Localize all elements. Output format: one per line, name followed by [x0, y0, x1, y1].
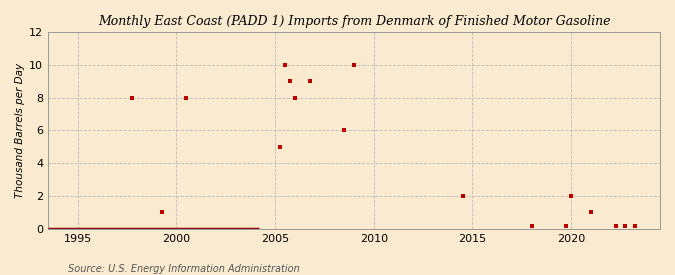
Point	[156, 210, 167, 214]
Point	[339, 128, 350, 133]
Point	[561, 224, 572, 228]
Point	[181, 95, 192, 100]
Title: Monthly East Coast (PADD 1) Imports from Denmark of Finished Motor Gasoline: Monthly East Coast (PADD 1) Imports from…	[98, 15, 610, 28]
Point	[127, 95, 138, 100]
Y-axis label: Thousand Barrels per Day: Thousand Barrels per Day	[15, 63, 25, 198]
Point	[279, 62, 290, 67]
Point	[290, 95, 300, 100]
Point	[285, 79, 296, 83]
Point	[304, 79, 315, 83]
Text: Source: U.S. Energy Information Administration: Source: U.S. Energy Information Administ…	[68, 264, 299, 274]
Point	[566, 194, 576, 198]
Point	[585, 210, 596, 214]
Point	[349, 62, 360, 67]
Point	[457, 194, 468, 198]
Point	[610, 224, 621, 228]
Point	[275, 144, 286, 149]
Point	[526, 224, 537, 228]
Point	[630, 224, 641, 228]
Point	[620, 224, 631, 228]
